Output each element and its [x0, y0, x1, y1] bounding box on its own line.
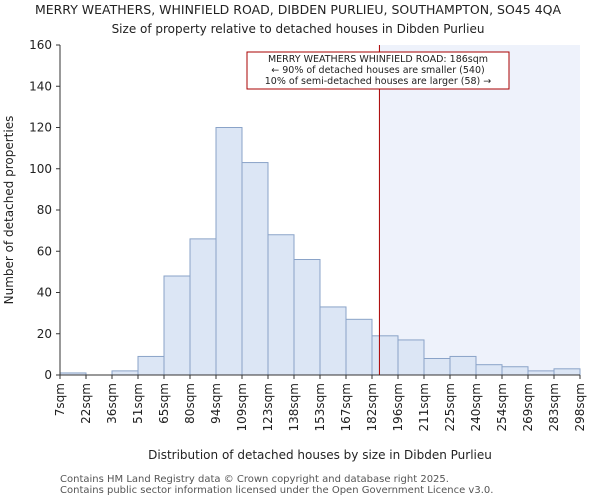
x-tick-label-298sqm: 298sqm — [573, 383, 587, 431]
bars-group — [59, 127, 581, 376]
x-tick-label-138sqm: 138sqm — [287, 383, 301, 431]
x-tick-label-7sqm: 7sqm — [53, 383, 67, 416]
bar-36sqm — [111, 370, 139, 376]
bar-225sqm — [449, 355, 477, 376]
bar-94sqm — [215, 127, 243, 376]
y-tick-label-120: 120 — [29, 121, 52, 135]
bar-167sqm — [345, 318, 373, 376]
bar-283sqm — [553, 368, 581, 376]
x-tick-label-80sqm: 80sqm — [183, 383, 197, 424]
annotation-box: MERRY WEATHERS WHINFIELD ROAD: 186sqm ← … — [246, 51, 510, 90]
y-tick-label-140: 140 — [29, 79, 52, 93]
y-tick-label-60: 60 — [37, 244, 52, 258]
x-tick-label-94sqm: 94sqm — [209, 383, 223, 424]
x-tick-label-269sqm: 269sqm — [521, 383, 535, 431]
bar-196sqm — [397, 339, 425, 376]
x-tick-label-182sqm: 182sqm — [365, 383, 379, 431]
y-axis-label: Number of detached properties — [2, 116, 16, 305]
bar-123sqm — [267, 234, 295, 376]
bar-254sqm — [501, 366, 529, 376]
chart-title: MERRY WEATHERS, WHINFIELD ROAD, DIBDEN P… — [35, 2, 562, 17]
x-axis-label: Distribution of detached houses by size … — [148, 448, 492, 462]
y-tick-label-100: 100 — [29, 162, 52, 176]
bar-109sqm — [241, 162, 269, 376]
x-tick-label-123sqm: 123sqm — [261, 383, 275, 431]
bar-153sqm — [319, 306, 347, 376]
bar-80sqm — [189, 238, 217, 376]
bar-51sqm — [137, 355, 165, 376]
x-tick-label-65sqm: 65sqm — [157, 383, 171, 424]
x-tick-label-196sqm: 196sqm — [391, 383, 405, 431]
chart-subtitle: Size of property relative to detached ho… — [112, 22, 485, 36]
y-tick-label-80: 80 — [37, 203, 52, 217]
bar-211sqm — [423, 358, 451, 376]
x-tick-label-240sqm: 240sqm — [469, 383, 483, 431]
x-tick-label-254sqm: 254sqm — [495, 383, 509, 431]
highlight-region-layer — [379, 45, 580, 375]
annotation-line-2: ← 90% of detached houses are smaller (54… — [271, 65, 484, 76]
y-tick-label-20: 20 — [37, 327, 52, 341]
x-tick-label-36sqm: 36sqm — [105, 383, 119, 424]
larger-region-highlight — [379, 45, 580, 375]
x-tick-label-167sqm: 167sqm — [339, 383, 353, 431]
bar-269sqm — [527, 370, 555, 376]
bar-138sqm — [293, 259, 321, 376]
x-tick-label-211sqm: 211sqm — [417, 383, 431, 431]
axes-group: 0 20 40 60 80 100 120 140 160 7sqm 22sqm 36sqm 51sqm… — [29, 38, 587, 431]
x-tick-label-225sqm: 225sqm — [443, 383, 457, 431]
y-tick-label-0: 0 — [44, 368, 52, 382]
x-tick-label-283sqm: 283sqm — [547, 383, 561, 431]
x-tick-label-51sqm: 51sqm — [131, 383, 145, 424]
x-tick-label-22sqm: 22sqm — [79, 383, 93, 424]
footer-line-2: Contains public sector information licen… — [60, 485, 494, 496]
x-tick-label-153sqm: 153sqm — [313, 383, 327, 431]
y-tick-label-160: 160 — [29, 38, 52, 52]
bar-182sqm — [371, 335, 399, 376]
annotation-line-1: MERRY WEATHERS WHINFIELD ROAD: 186sqm — [268, 54, 488, 65]
footer-line-1: Contains HM Land Registry data © Crown c… — [60, 474, 449, 485]
annotation-frame — [246, 51, 510, 90]
annotation-line-3: 10% of semi-detached houses are larger (… — [265, 76, 492, 87]
bar-65sqm — [163, 275, 191, 376]
x-tick-label-109sqm: 109sqm — [235, 383, 249, 431]
bar-240sqm — [475, 364, 503, 376]
y-tick-label-40: 40 — [37, 286, 52, 300]
